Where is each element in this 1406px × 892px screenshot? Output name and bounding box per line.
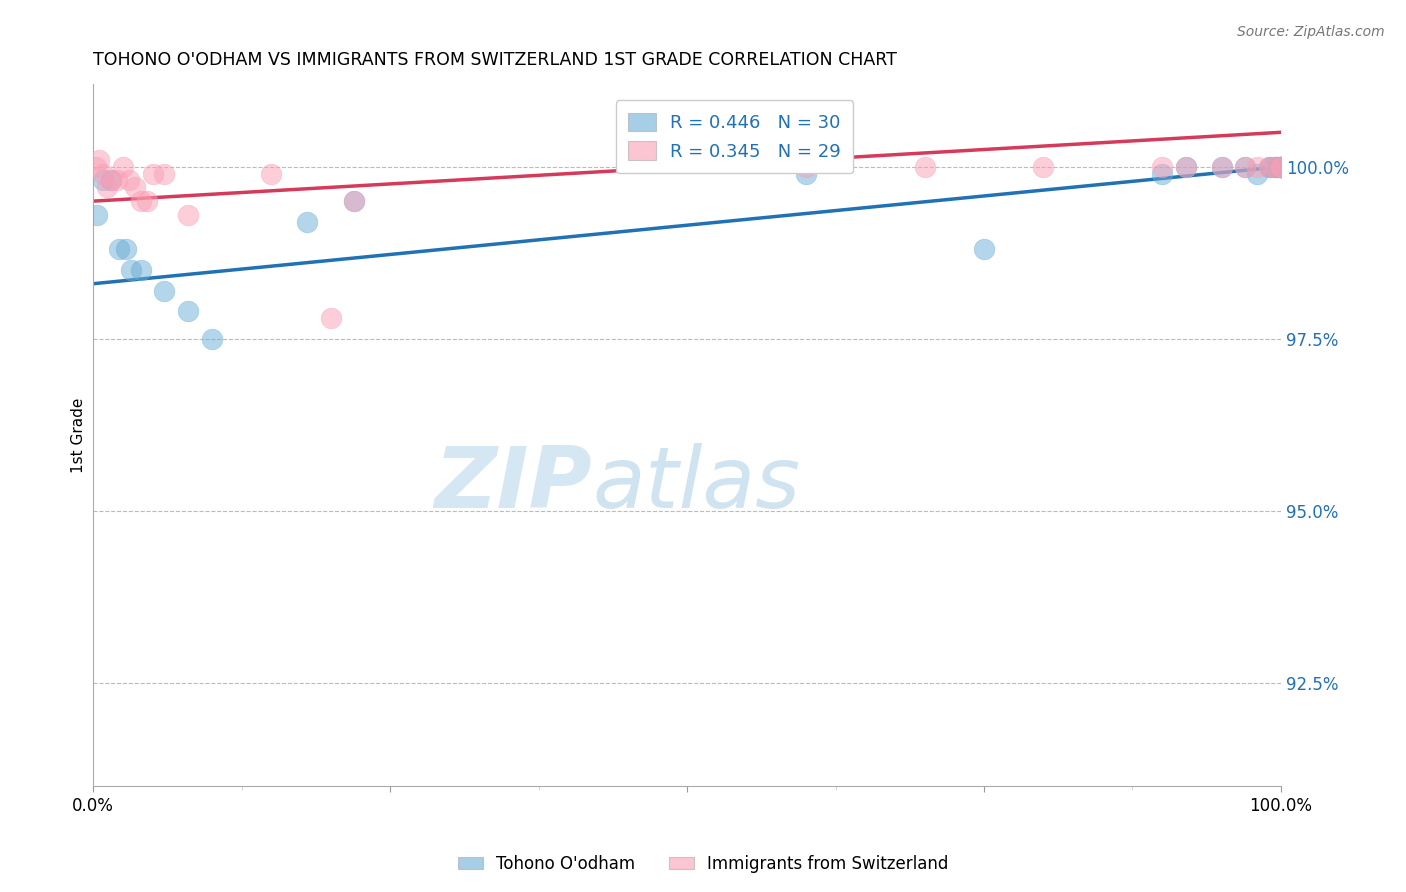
Point	[1270, 160, 1292, 174]
Text: ZIP: ZIP	[434, 442, 592, 525]
Point	[129, 194, 152, 208]
Point	[1211, 160, 1233, 174]
Point	[91, 173, 114, 187]
Point	[343, 194, 366, 208]
Point	[1264, 160, 1286, 174]
Point	[343, 194, 366, 208]
Point	[1258, 160, 1281, 174]
Point	[100, 173, 122, 187]
Point	[1270, 160, 1292, 174]
Point	[1174, 160, 1197, 174]
Y-axis label: 1st Grade: 1st Grade	[72, 398, 86, 473]
Point	[1270, 160, 1292, 174]
Point	[108, 242, 131, 256]
Point	[91, 167, 114, 181]
Point	[1258, 160, 1281, 174]
Point	[124, 180, 146, 194]
Point	[153, 167, 176, 181]
Legend: R = 0.446   N = 30, R = 0.345   N = 29: R = 0.446 N = 30, R = 0.345 N = 29	[616, 100, 853, 173]
Point	[1234, 160, 1257, 174]
Point	[1246, 160, 1268, 174]
Point	[100, 173, 122, 187]
Point	[177, 208, 200, 222]
Point	[118, 173, 141, 187]
Point	[794, 167, 817, 181]
Point	[1211, 160, 1233, 174]
Point	[1174, 160, 1197, 174]
Point	[177, 304, 200, 318]
Point	[96, 180, 118, 194]
Point	[129, 263, 152, 277]
Text: atlas: atlas	[592, 442, 800, 525]
Point	[1264, 160, 1286, 174]
Point	[1270, 160, 1292, 174]
Point	[319, 311, 342, 326]
Point	[794, 160, 817, 174]
Point	[1267, 160, 1289, 174]
Point	[1234, 160, 1257, 174]
Point	[111, 160, 134, 174]
Point	[105, 173, 128, 187]
Point	[1032, 160, 1054, 174]
Point	[84, 160, 107, 174]
Point	[295, 215, 318, 229]
Point	[86, 208, 108, 222]
Point	[1270, 160, 1292, 174]
Point	[914, 160, 936, 174]
Point	[1267, 160, 1289, 174]
Point	[1152, 167, 1174, 181]
Point	[1270, 160, 1292, 174]
Point	[142, 167, 165, 181]
Point	[1260, 160, 1282, 174]
Point	[153, 284, 176, 298]
Legend: Tohono O'odham, Immigrants from Switzerland: Tohono O'odham, Immigrants from Switzerl…	[451, 848, 955, 880]
Point	[260, 167, 283, 181]
Text: TOHONO O'ODHAM VS IMMIGRANTS FROM SWITZERLAND 1ST GRADE CORRELATION CHART: TOHONO O'ODHAM VS IMMIGRANTS FROM SWITZE…	[93, 51, 897, 69]
Point	[1270, 160, 1292, 174]
Point	[201, 332, 224, 346]
Point	[1268, 160, 1291, 174]
Text: Source: ZipAtlas.com: Source: ZipAtlas.com	[1237, 25, 1385, 39]
Point	[89, 153, 111, 167]
Point	[120, 263, 142, 277]
Point	[1246, 167, 1268, 181]
Point	[1152, 160, 1174, 174]
Point	[135, 194, 157, 208]
Point	[115, 242, 138, 256]
Point	[973, 242, 995, 256]
